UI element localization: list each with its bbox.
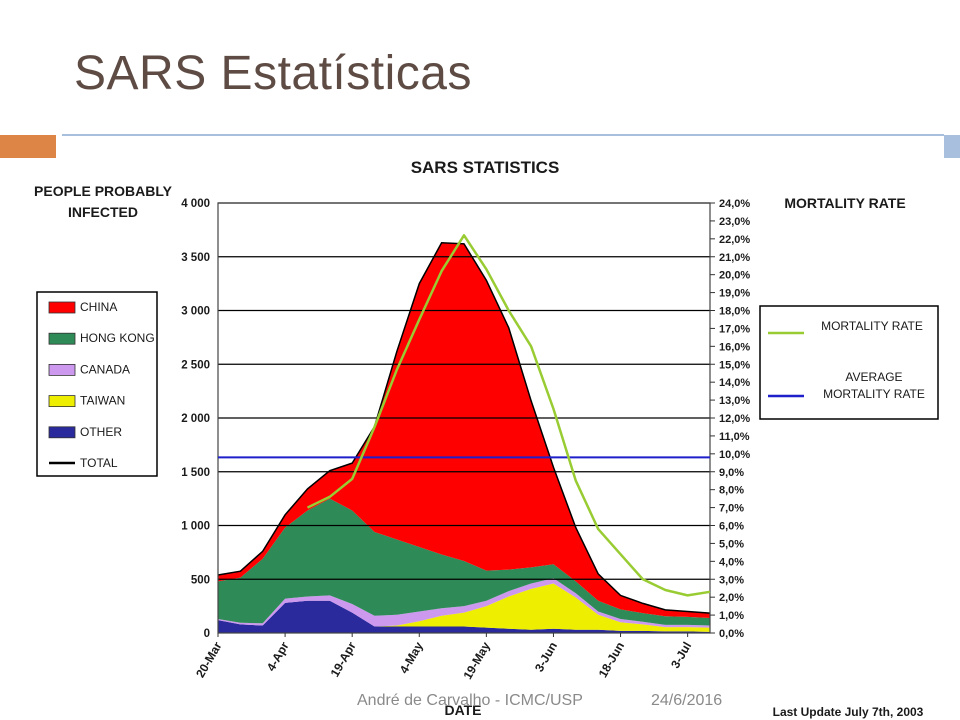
legend-box-right <box>759 305 939 420</box>
legend-label-taiwan: TAIWAN <box>80 394 125 408</box>
y2-tick-label: 17,0% <box>719 323 750 335</box>
total-line <box>217 242 711 614</box>
y-axis-label-line2: INFECTED <box>68 204 138 220</box>
legend-label-other: OTHER <box>80 425 122 439</box>
y-tick-label: 2 000 <box>181 413 210 425</box>
y-tick-label: 2 500 <box>181 359 210 371</box>
y2-axis-label: MORTALITY RATE <box>784 195 905 211</box>
legend-label-average-line2: MORTALITY RATE <box>823 387 925 401</box>
y-tick-label: 0 <box>204 628 210 640</box>
x-axis-label: DATE <box>444 702 481 718</box>
legend-label-china: CHINA <box>80 300 117 314</box>
area-hong-kong <box>218 498 710 626</box>
y2-tick-label: 0,0% <box>719 628 744 640</box>
area-china <box>218 242 710 619</box>
y2-tick-label: 9,0% <box>719 467 744 479</box>
legend-swatch-other <box>48 426 76 439</box>
x-tick-label: 18-Jun <box>596 640 627 681</box>
legend-label-mortality-rate: MORTALITY RATE <box>821 319 923 333</box>
y2-tick-label: 12,0% <box>719 413 750 425</box>
legend-swatch-hong-kong <box>48 332 76 345</box>
slide-title: SARS Estatísticas <box>74 47 472 100</box>
y2-tick-label: 15,0% <box>719 359 750 371</box>
y2-tick-label: 2,0% <box>719 592 744 604</box>
legend-label-canada: CANADA <box>80 362 130 376</box>
y2-tick-label: 23,0% <box>719 216 750 228</box>
y-tick-label: 3 500 <box>181 252 210 264</box>
y-tick-label: 1 500 <box>181 467 210 479</box>
mortality-rate-line <box>306 234 711 597</box>
y2-tick-label: 22,0% <box>719 234 750 246</box>
footer-author: André de Carvalho - ICMC/USP <box>357 692 583 709</box>
x-tick-label: 19-May <box>460 639 493 682</box>
legend-swatch-taiwan <box>48 395 76 408</box>
legend-label-average-line1: AVERAGE <box>845 370 902 384</box>
x-tick-label: 4-May <box>397 639 426 676</box>
y2-tick-label: 24,0% <box>719 198 750 210</box>
y2-tick-label: 4,0% <box>719 556 744 568</box>
legend-label-hong-kong: HONG KONG <box>80 331 155 345</box>
y2-tick-label: 3,0% <box>719 574 744 586</box>
legend-box-left <box>36 291 158 477</box>
chart-title: SARS STATISTICS <box>411 158 560 177</box>
y2-tick-label: 13,0% <box>719 395 750 407</box>
y2-tick-label: 16,0% <box>719 341 750 353</box>
y2-tick-label: 6,0% <box>719 521 744 533</box>
last-update-note: Last Update July 7th, 2003 <box>773 705 924 719</box>
y2-tick-label: 10,0% <box>719 449 750 461</box>
y2-tick-label: 20,0% <box>719 270 750 282</box>
y2-tick-label: 11,0% <box>719 431 750 443</box>
y-axis-label-line1: PEOPLE PROBABLY <box>34 183 173 199</box>
legend-swatch-china <box>48 301 76 314</box>
x-tick-label: 20-Mar <box>193 639 225 680</box>
y2-tick-label: 21,0% <box>719 252 750 264</box>
y-tick-label: 1 000 <box>181 521 210 533</box>
y2-tick-label: 1,0% <box>719 610 744 622</box>
y2-tick-label: 19,0% <box>719 288 750 300</box>
x-tick-label: 4-Apr <box>264 639 292 673</box>
legend-label-total: TOTAL <box>80 456 118 470</box>
y2-tick-label: 18,0% <box>719 306 750 318</box>
y2-tick-label: 7,0% <box>719 503 744 515</box>
footer-date: 24/6/2016 <box>651 692 723 709</box>
x-tick-label: 3-Jul <box>668 640 694 671</box>
y-tick-label: 500 <box>191 574 210 586</box>
y-tick-label: 3 000 <box>181 306 210 318</box>
y2-tick-label: 8,0% <box>719 485 744 497</box>
title-divider <box>62 134 944 136</box>
y-tick-label: 4 000 <box>181 198 210 210</box>
accent-square-left <box>0 135 56 158</box>
x-tick-label: 3-Jun <box>532 640 560 675</box>
y2-tick-label: 14,0% <box>719 377 750 389</box>
area-taiwan <box>218 583 710 632</box>
y2-tick-label: 5,0% <box>719 538 744 550</box>
legend-swatch-canada <box>48 363 76 376</box>
accent-square-right <box>944 135 960 158</box>
x-tick-label: 19-Apr <box>328 639 359 679</box>
area-other <box>218 600 710 633</box>
